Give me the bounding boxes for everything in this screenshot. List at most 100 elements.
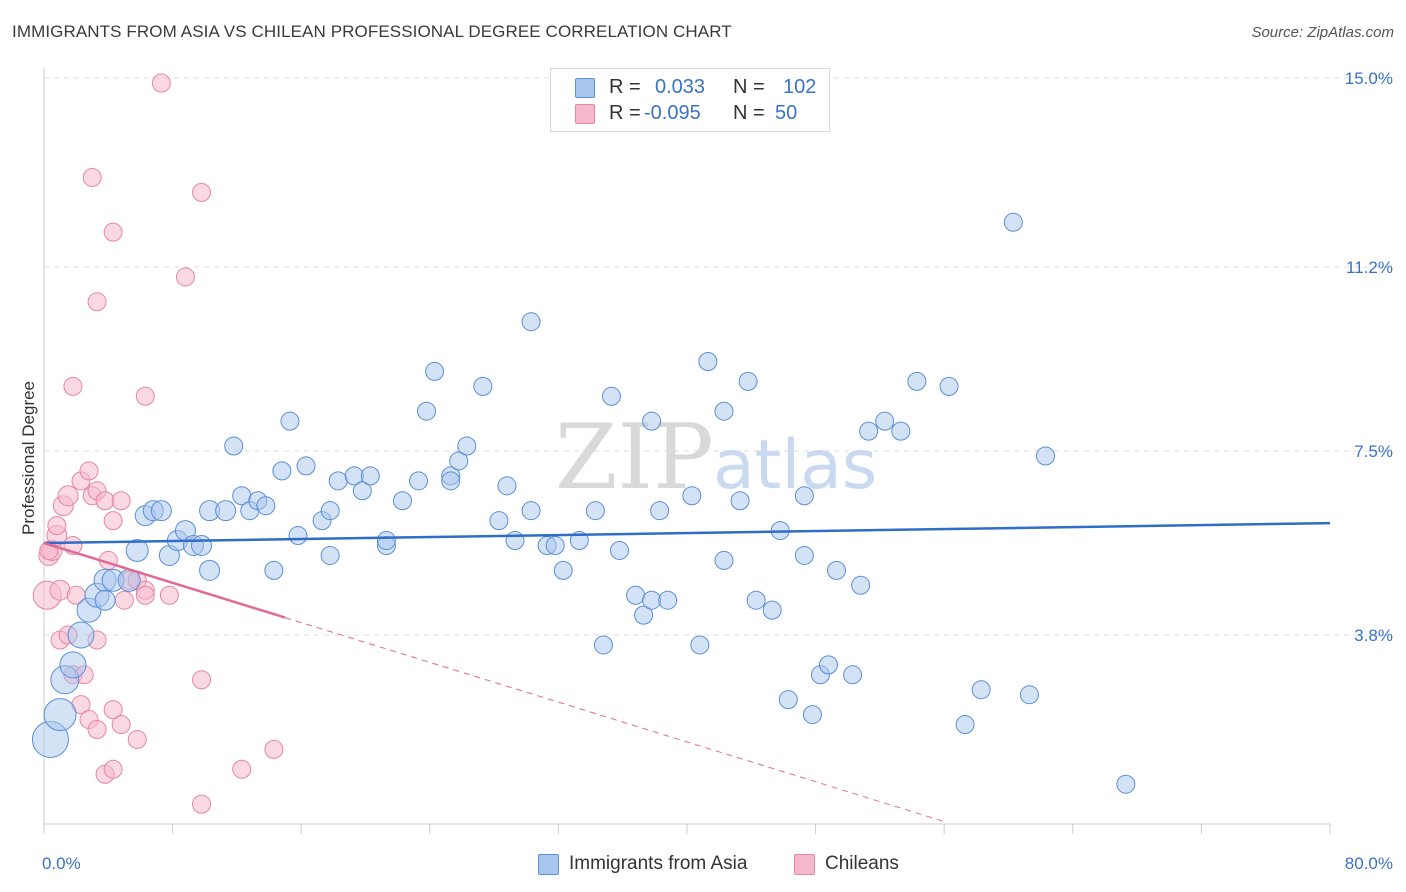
y-tick-label: 3.8%	[1354, 626, 1393, 645]
asia-point	[256, 496, 276, 516]
series-chileans-points	[32, 73, 284, 814]
chart-title: IMMIGRANTS FROM ASIA VS CHILEAN PROFESSI…	[12, 22, 732, 41]
asia-point	[296, 456, 316, 476]
chilean-point	[103, 700, 123, 720]
chilean-point	[103, 759, 123, 779]
chilean-point	[87, 292, 107, 312]
asia-point	[1019, 685, 1039, 705]
chilean-point	[151, 73, 171, 93]
chilean-point	[103, 222, 123, 242]
legend-r-label: R =	[609, 76, 641, 98]
asia-point	[441, 471, 461, 491]
asia-point	[826, 560, 846, 580]
asia-point	[352, 481, 372, 501]
asia-point	[738, 371, 758, 391]
asia-point	[360, 466, 380, 486]
asia-point	[843, 665, 863, 685]
x-tick-label: 80.0%	[1345, 854, 1393, 873]
asia-point	[392, 491, 412, 511]
watermark: ZIP atlas	[555, 405, 877, 510]
chilean-point	[192, 794, 212, 814]
asia-point	[521, 312, 541, 332]
asia-point	[802, 705, 822, 725]
asia-point	[891, 421, 911, 441]
asia-point	[67, 621, 95, 649]
asia-point	[545, 535, 565, 555]
asia-point	[794, 486, 814, 506]
asia-point	[272, 461, 292, 481]
asia-point	[634, 605, 654, 625]
bottom-legend-asia[interactable]: Immigrants from Asia	[538, 851, 778, 877]
asia-point	[907, 371, 927, 391]
chilean-point	[232, 759, 252, 779]
asia-point	[730, 491, 750, 511]
legend-r-label: R =	[609, 102, 641, 124]
asia-point	[794, 545, 814, 565]
trend-lines	[43, 521, 1331, 822]
asia-point	[497, 476, 517, 496]
asia-point	[521, 501, 541, 521]
asia-point	[409, 471, 429, 491]
chilean-point	[103, 511, 123, 531]
asia-point	[125, 538, 149, 562]
asia-point	[1003, 212, 1023, 232]
asia-point	[94, 589, 116, 611]
y-axis-label: Professional Degree	[19, 381, 38, 535]
asia-point	[425, 361, 445, 381]
asia-point	[449, 451, 469, 471]
asia-point	[473, 376, 493, 396]
asia-point	[818, 655, 838, 675]
chilean-point	[135, 386, 155, 406]
asia-trend-line	[43, 521, 1331, 545]
asia-point	[1116, 774, 1136, 794]
bottom-legend-swatch-asia	[538, 854, 559, 875]
chilean-trend-extension	[284, 617, 945, 822]
asia-point	[224, 436, 244, 456]
asia-point	[43, 698, 77, 732]
asia-point	[328, 471, 348, 491]
asia-point	[609, 540, 629, 560]
legend-r-value: -0.095	[644, 102, 701, 124]
tick-labels: 3.8% 7.5% 11.2% 15.0% 0.0% 80.0%	[42, 69, 1393, 873]
asia-point	[288, 526, 308, 546]
x-tick-label: 0.0%	[42, 854, 81, 873]
chilean-point	[127, 729, 147, 749]
chilean-point	[159, 585, 179, 605]
chilean-point	[95, 491, 115, 511]
legend-row-asia: R = 0.033 N = 102	[551, 74, 829, 100]
chilean-point	[192, 182, 212, 202]
asia-point	[642, 590, 662, 610]
chilean-point	[114, 590, 134, 610]
asia-point	[714, 401, 734, 421]
chilean-point	[79, 461, 99, 481]
asia-point	[642, 411, 662, 431]
series-asia-points	[31, 212, 1136, 794]
y-tick-label: 7.5%	[1354, 442, 1393, 461]
chilean-point	[47, 516, 67, 536]
bottom-legend-label-chileans: Chileans	[825, 853, 899, 874]
bottom-legend-chileans[interactable]: Chileans	[794, 851, 924, 877]
asia-point	[778, 690, 798, 710]
axes	[43, 68, 1331, 834]
legend-swatch-chileans	[575, 104, 595, 124]
asia-point	[698, 351, 718, 371]
asia-point	[457, 436, 477, 456]
legend-n-value: 102	[783, 76, 817, 98]
legend-row-chileans: R = -0.095 N = 50	[551, 100, 829, 126]
chilean-point	[175, 267, 195, 287]
asia-point	[585, 501, 605, 521]
asia-point	[762, 600, 782, 620]
correlation-legend: R = 0.033 N = 102 R = -0.095 N = 50	[550, 68, 830, 132]
chart-source: Source: ZipAtlas.com	[1251, 24, 1394, 41]
y-tick-label: 11.2%	[1346, 258, 1393, 277]
asia-point	[593, 635, 613, 655]
asia-point	[320, 545, 340, 565]
legend-n-value: 50	[775, 102, 798, 124]
asia-point	[489, 511, 509, 531]
chilean-point	[135, 585, 155, 605]
bottom-legend-label-asia: Immigrants from Asia	[569, 853, 748, 874]
asia-point	[851, 575, 871, 595]
asia-point	[650, 501, 670, 521]
grid-lines	[44, 77, 1395, 636]
asia-point	[859, 421, 879, 441]
